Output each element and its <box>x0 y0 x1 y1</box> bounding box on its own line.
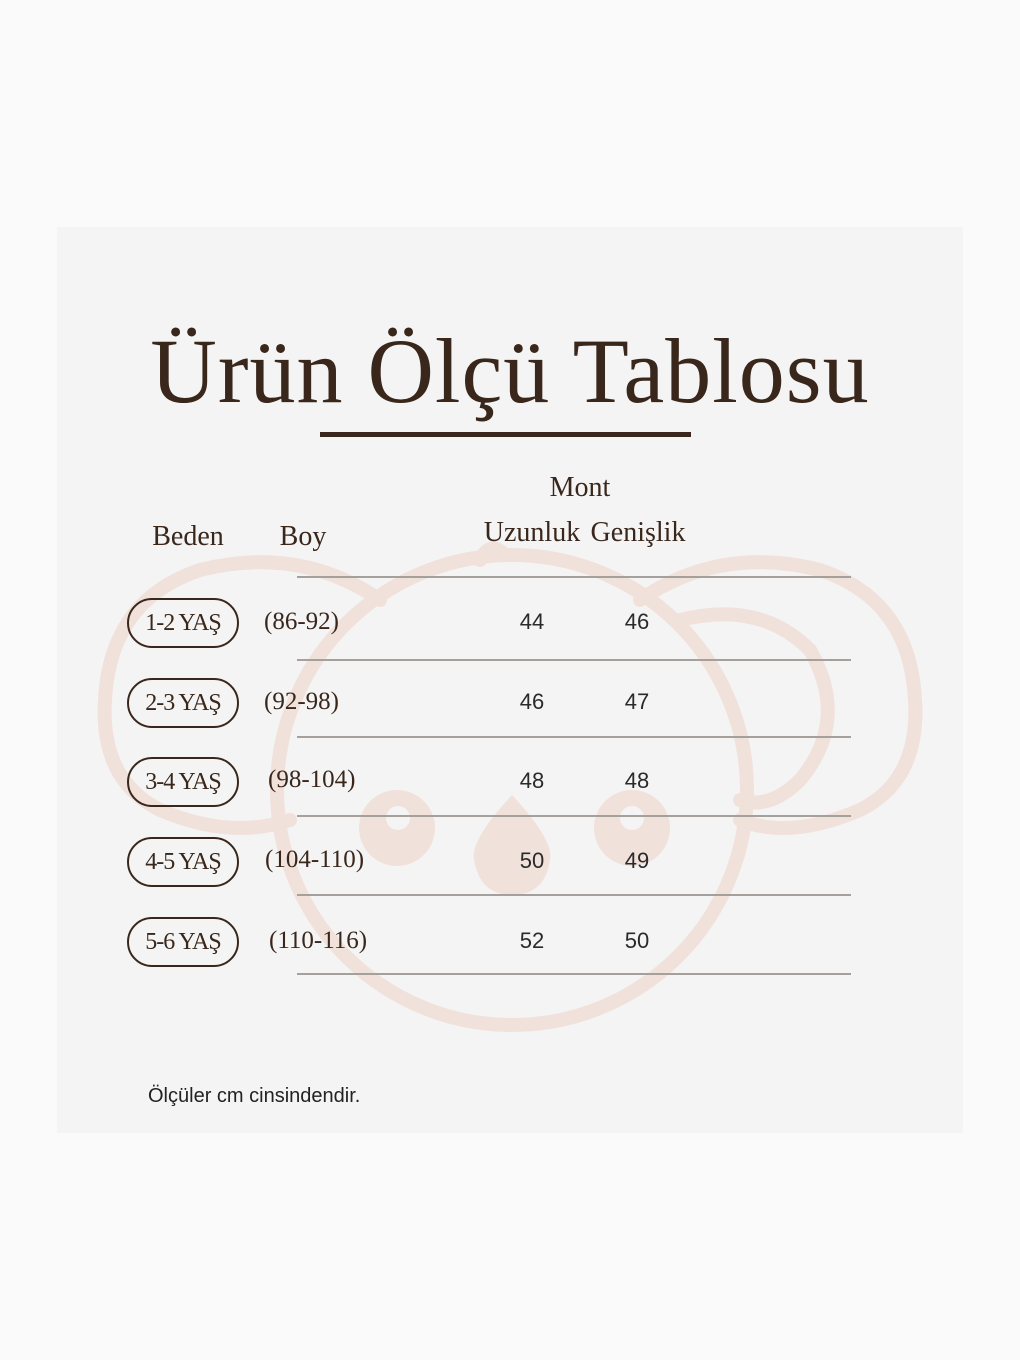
uzunluk-value: 44 <box>519 609 545 634</box>
boy-value: (98-104) <box>268 766 356 793</box>
size-badge: 3-4 YAŞ <box>127 757 239 807</box>
size-chart-card <box>57 227 963 1133</box>
size-badge: 5-6 YAŞ <box>127 917 239 967</box>
size-badge: 4-5 YAŞ <box>127 837 239 887</box>
divider <box>297 659 851 661</box>
size-badge: 2-3 YAŞ <box>127 678 239 728</box>
divider <box>297 894 851 896</box>
genislik-value: 48 <box>624 768 650 793</box>
divider <box>297 736 851 738</box>
title-underline <box>320 432 691 437</box>
header-boy: Boy <box>279 521 327 552</box>
size-badge: 1-2 YAŞ <box>127 598 239 648</box>
divider <box>297 973 851 975</box>
header-uzunluk: Uzunluk <box>483 517 581 548</box>
header-genislik: Genişlik <box>590 517 686 548</box>
genislik-value: 50 <box>624 928 650 953</box>
boy-value: (92-98) <box>264 688 339 715</box>
units-note: Ölçüler cm cinsindendir. <box>148 1085 361 1107</box>
genislik-value: 49 <box>624 848 650 873</box>
header-mont: Mont <box>549 472 611 503</box>
divider <box>297 576 851 578</box>
boy-value: (86-92) <box>264 608 339 635</box>
uzunluk-value: 46 <box>519 689 545 714</box>
genislik-value: 46 <box>624 609 650 634</box>
genislik-value: 47 <box>624 689 650 714</box>
uzunluk-value: 52 <box>519 928 545 953</box>
boy-value: (110-116) <box>269 927 368 954</box>
header-beden: Beden <box>152 521 224 552</box>
uzunluk-value: 48 <box>519 768 545 793</box>
page-title: Ürün Ölçü Tablosu <box>150 320 870 422</box>
boy-value: (104-110) <box>265 846 365 873</box>
divider <box>297 815 851 817</box>
uzunluk-value: 50 <box>519 848 545 873</box>
